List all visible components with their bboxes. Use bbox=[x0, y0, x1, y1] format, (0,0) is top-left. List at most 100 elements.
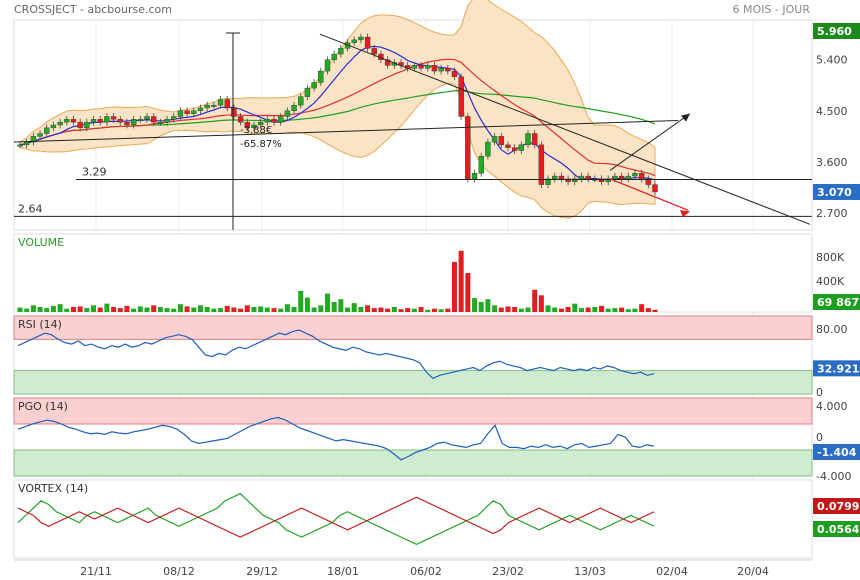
volume-bar bbox=[405, 308, 411, 312]
rsi-badge bbox=[813, 360, 860, 377]
candle bbox=[318, 70, 324, 83]
candle bbox=[358, 36, 364, 41]
candle bbox=[117, 119, 123, 123]
candle bbox=[277, 116, 284, 123]
volume-badge bbox=[813, 294, 860, 310]
volume-bar bbox=[391, 306, 397, 312]
volume-bar bbox=[37, 306, 43, 312]
x-tick: 06/02 bbox=[410, 565, 442, 578]
volume-bar bbox=[418, 306, 424, 312]
price-last-badge-text: 3.070 bbox=[817, 186, 852, 199]
volume-bar bbox=[458, 250, 464, 312]
candle bbox=[90, 119, 97, 123]
volume-bar bbox=[91, 305, 97, 312]
candle bbox=[130, 119, 137, 126]
price-tick: 3.600 bbox=[816, 156, 848, 169]
candle bbox=[311, 82, 317, 89]
candle bbox=[211, 104, 217, 107]
oversold-zone bbox=[13, 370, 813, 395]
volume-label: VOLUME bbox=[18, 236, 64, 249]
candle bbox=[518, 144, 525, 151]
volume-bar bbox=[445, 308, 451, 312]
vortex-plus-badge-text: 0.0564 bbox=[817, 523, 860, 536]
panel-label: PGO (14) bbox=[18, 400, 68, 413]
candle bbox=[411, 65, 418, 69]
volume-bar bbox=[331, 301, 337, 312]
candle bbox=[57, 121, 63, 126]
candle bbox=[97, 119, 103, 123]
volume-bar bbox=[552, 307, 558, 312]
volume-bar bbox=[324, 293, 330, 312]
candle bbox=[257, 121, 264, 126]
volume-bar bbox=[532, 289, 538, 312]
support-trendline bbox=[13, 119, 679, 143]
candle bbox=[431, 65, 438, 72]
candle bbox=[625, 175, 631, 180]
volume-bar bbox=[652, 309, 658, 312]
volume-bar bbox=[291, 306, 297, 312]
vortex-line bbox=[17, 496, 655, 538]
candle bbox=[37, 133, 43, 137]
volume-bar bbox=[371, 308, 377, 312]
candle bbox=[545, 178, 551, 185]
volume-bar bbox=[525, 307, 531, 312]
candle bbox=[338, 48, 344, 55]
volume-bar bbox=[164, 308, 170, 312]
candle bbox=[438, 68, 444, 72]
candle bbox=[157, 121, 164, 124]
volume-bar bbox=[231, 307, 237, 312]
x-tick: 18/01 bbox=[327, 565, 359, 578]
candle bbox=[598, 178, 605, 182]
candle bbox=[197, 107, 204, 112]
candle bbox=[224, 99, 230, 109]
candle bbox=[511, 147, 518, 151]
candle bbox=[491, 136, 498, 143]
candle bbox=[331, 53, 337, 60]
volume-bar bbox=[378, 307, 384, 312]
vortex-minus-badge-text: 0.0799 bbox=[817, 500, 859, 513]
candle bbox=[150, 116, 157, 123]
volume-bar bbox=[645, 308, 651, 312]
volume-bar bbox=[244, 305, 250, 312]
volume-bar bbox=[84, 308, 90, 312]
measure-value: -3.88€ bbox=[240, 125, 272, 136]
volume-plot-area bbox=[13, 233, 813, 313]
volume-bar bbox=[264, 307, 270, 312]
vortex-panel: VORTEX (14) -4.000 0.0799 0.0564 bbox=[13, 470, 860, 559]
volume-badge-text: 69 867 bbox=[817, 296, 859, 309]
volume-bar bbox=[111, 306, 117, 312]
candle bbox=[351, 39, 357, 43]
candle bbox=[171, 116, 177, 120]
volume-tick: 400K bbox=[816, 275, 845, 288]
volume-bar bbox=[104, 303, 110, 312]
pgo-badge bbox=[813, 444, 860, 460]
volume-bar bbox=[258, 306, 264, 312]
vortex-label: VORTEX (14) bbox=[18, 482, 88, 495]
candle bbox=[271, 119, 277, 123]
candle bbox=[531, 133, 538, 146]
candle bbox=[652, 184, 658, 193]
volume-bar bbox=[438, 309, 444, 312]
volume-bar bbox=[50, 305, 56, 312]
volume-bar bbox=[97, 307, 103, 312]
x-tick: 08/12 bbox=[163, 565, 195, 578]
chart-title: CROSSJECT - abcbourse.com bbox=[14, 3, 172, 16]
volume-bar bbox=[218, 308, 224, 312]
volume-bar bbox=[605, 308, 611, 312]
volume-bar bbox=[385, 308, 391, 312]
x-tick: 23/02 bbox=[492, 565, 524, 578]
candle bbox=[371, 48, 377, 55]
volume-bar bbox=[431, 308, 437, 312]
candle bbox=[137, 119, 144, 122]
volume-bar bbox=[498, 307, 504, 312]
volume-bar bbox=[204, 306, 210, 312]
vortex-tick: -4.000 bbox=[816, 470, 851, 483]
candle bbox=[525, 133, 531, 146]
rsi-badge-text: 32.921 bbox=[817, 362, 859, 375]
candle bbox=[191, 110, 197, 114]
candle bbox=[284, 110, 291, 117]
volume-bar bbox=[64, 308, 70, 312]
volume-bar bbox=[398, 309, 404, 312]
candle bbox=[50, 124, 57, 129]
volume-bar bbox=[311, 307, 317, 312]
